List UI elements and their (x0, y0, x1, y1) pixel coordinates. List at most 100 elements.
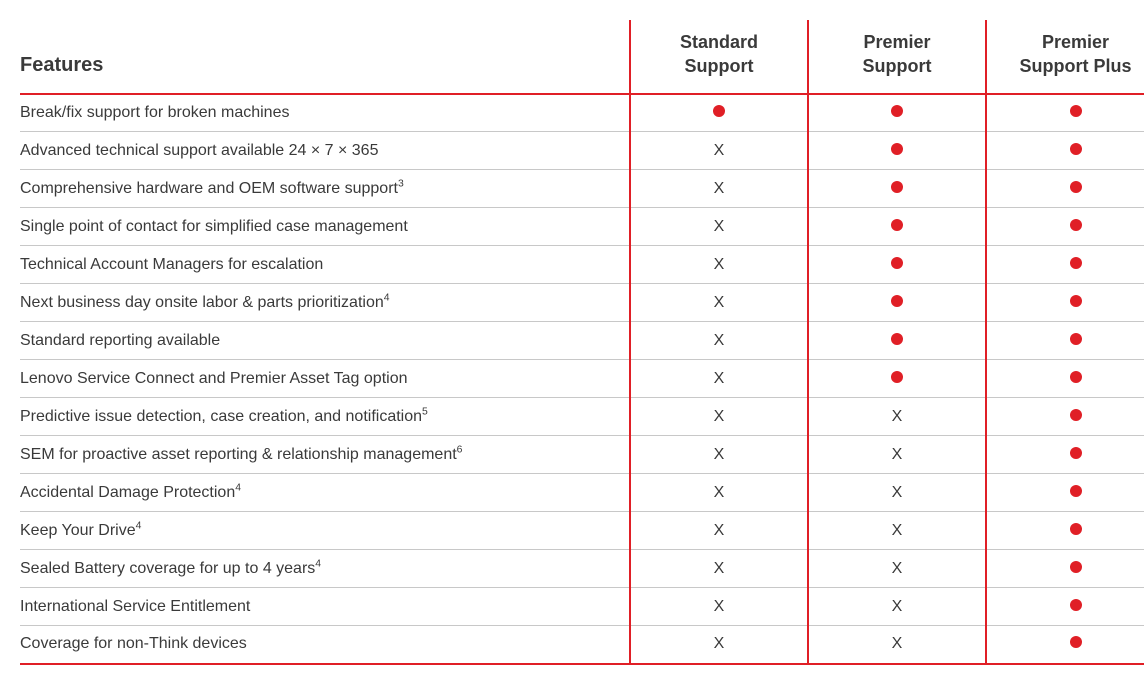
value-cell (986, 588, 1144, 626)
table-row: Sealed Battery coverage for up to 4 year… (20, 550, 1144, 588)
feature-cell: Next business day onsite labor & parts p… (20, 284, 630, 322)
value-cell (808, 284, 986, 322)
footnote-sup: 4 (235, 482, 241, 493)
value-cell: X (630, 284, 808, 322)
table-row: Break/fix support for broken machines (20, 94, 1144, 132)
value-cell (986, 360, 1144, 398)
included-dot-icon (891, 295, 903, 307)
included-dot-icon (1070, 181, 1082, 193)
value-cell (986, 474, 1144, 512)
col-header-line2: Support Plus (1020, 56, 1132, 76)
feature-cell: Sealed Battery coverage for up to 4 year… (20, 550, 630, 588)
feature-text: Predictive issue detection, case creatio… (20, 408, 422, 425)
not-included-x-icon: X (892, 635, 903, 652)
table-row: International Service Entitlement X X (20, 588, 1144, 626)
not-included-x-icon: X (714, 598, 725, 615)
included-dot-icon (1070, 485, 1082, 497)
feature-cell: Technical Account Managers for escalatio… (20, 246, 630, 284)
table-row: Next business day onsite labor & parts p… (20, 284, 1144, 322)
col-header-line1: Premier (1042, 32, 1109, 52)
not-included-x-icon: X (714, 446, 725, 463)
feature-cell: SEM for proactive asset reporting & rela… (20, 436, 630, 474)
included-dot-icon (891, 143, 903, 155)
value-cell (986, 284, 1144, 322)
table-row: SEM for proactive asset reporting & rela… (20, 436, 1144, 474)
feature-text: Advanced technical support available 24 … (20, 142, 378, 159)
included-dot-icon (1070, 447, 1082, 459)
value-cell (808, 360, 986, 398)
feature-cell: Predictive issue detection, case creatio… (20, 398, 630, 436)
table-row: Keep Your Drive4 X X (20, 512, 1144, 550)
table-body: Break/fix support for broken machines Adv… (20, 94, 1144, 664)
col-header-line2: Support (685, 56, 754, 76)
value-cell (986, 626, 1144, 664)
included-dot-icon (1070, 636, 1082, 648)
value-cell (986, 322, 1144, 360)
value-cell (986, 94, 1144, 132)
not-included-x-icon: X (714, 522, 725, 539)
value-cell: X (630, 550, 808, 588)
feature-text: Sealed Battery coverage for up to 4 year… (20, 560, 315, 577)
included-dot-icon (1070, 523, 1082, 535)
value-cell: X (630, 474, 808, 512)
value-cell: X (630, 398, 808, 436)
included-dot-icon (891, 105, 903, 117)
table-row: Coverage for non-Think devicesXX (20, 626, 1144, 664)
included-dot-icon (1070, 105, 1082, 117)
value-cell (986, 512, 1144, 550)
feature-comparison-table: Features Standard Support Premier Suppor… (20, 20, 1144, 665)
not-included-x-icon: X (892, 560, 903, 577)
feature-text: SEM for proactive asset reporting & rela… (20, 446, 457, 463)
value-cell: X (630, 436, 808, 474)
feature-text: Standard reporting available (20, 332, 220, 349)
feature-cell: Standard reporting available (20, 322, 630, 360)
feature-cell: International Service Entitlement (20, 588, 630, 626)
value-cell: X (630, 588, 808, 626)
not-included-x-icon: X (892, 446, 903, 463)
not-included-x-icon: X (892, 598, 903, 615)
included-dot-icon (891, 371, 903, 383)
included-dot-icon (1070, 599, 1082, 611)
col-header-premier: Premier Support (808, 20, 986, 94)
not-included-x-icon: X (714, 294, 725, 311)
feature-cell: Single point of contact for simplified c… (20, 208, 630, 246)
value-cell: X (630, 322, 808, 360)
value-cell: X (630, 360, 808, 398)
table-row: Single point of contact for simplified c… (20, 208, 1144, 246)
col-header-line1: Premier (863, 32, 930, 52)
table-row: Lenovo Service Connect and Premier Asset… (20, 360, 1144, 398)
feature-cell: Keep Your Drive4 (20, 512, 630, 550)
not-included-x-icon: X (714, 370, 725, 387)
included-dot-icon (1070, 333, 1082, 345)
footnote-sup: 4 (136, 520, 142, 531)
not-included-x-icon: X (714, 560, 725, 577)
value-cell (986, 246, 1144, 284)
included-dot-icon (891, 219, 903, 231)
not-included-x-icon: X (714, 484, 725, 501)
footnote-sup: 4 (315, 558, 321, 569)
not-included-x-icon: X (714, 180, 725, 197)
table-row: Technical Account Managers for escalatio… (20, 246, 1144, 284)
feature-cell: Advanced technical support available 24 … (20, 132, 630, 170)
value-cell (986, 398, 1144, 436)
included-dot-icon (891, 181, 903, 193)
not-included-x-icon: X (892, 522, 903, 539)
included-dot-icon (713, 105, 725, 117)
not-included-x-icon: X (892, 408, 903, 425)
table-row: Predictive issue detection, case creatio… (20, 398, 1144, 436)
feature-cell: Accidental Damage Protection4 (20, 474, 630, 512)
feature-cell: Lenovo Service Connect and Premier Asset… (20, 360, 630, 398)
value-cell: X (630, 626, 808, 664)
included-dot-icon (891, 257, 903, 269)
col-header-features: Features (20, 20, 630, 94)
value-cell: X (808, 588, 986, 626)
footnote-sup: 6 (457, 444, 463, 455)
not-included-x-icon: X (714, 218, 725, 235)
table-row: Comprehensive hardware and OEM software … (20, 170, 1144, 208)
not-included-x-icon: X (892, 484, 903, 501)
value-cell: X (808, 626, 986, 664)
value-cell (986, 170, 1144, 208)
table-row: Standard reporting available X (20, 322, 1144, 360)
feature-text: Lenovo Service Connect and Premier Asset… (20, 370, 408, 387)
footnote-sup: 5 (422, 406, 428, 417)
